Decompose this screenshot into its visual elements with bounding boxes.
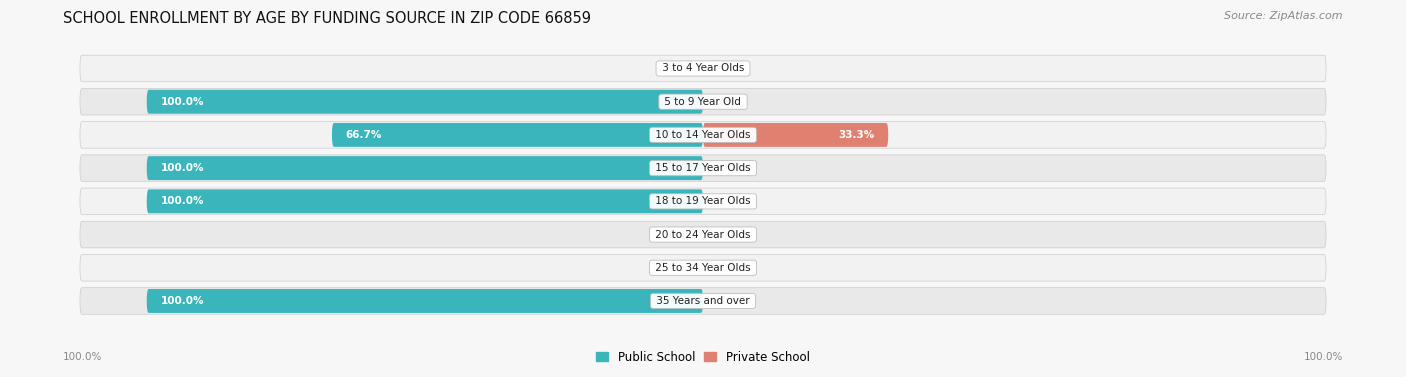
Text: 20 to 24 Year Olds: 20 to 24 Year Olds	[652, 230, 754, 239]
Text: 0.0%: 0.0%	[711, 263, 738, 273]
Text: 0.0%: 0.0%	[711, 63, 738, 74]
Text: 15 to 17 Year Olds: 15 to 17 Year Olds	[652, 163, 754, 173]
Text: 100.0%: 100.0%	[160, 196, 204, 206]
FancyBboxPatch shape	[80, 122, 1326, 148]
Text: 0.0%: 0.0%	[668, 63, 695, 74]
FancyBboxPatch shape	[332, 123, 703, 147]
Text: 35 Years and over: 35 Years and over	[652, 296, 754, 306]
FancyBboxPatch shape	[80, 89, 1326, 115]
Text: 18 to 19 Year Olds: 18 to 19 Year Olds	[652, 196, 754, 206]
Text: 0.0%: 0.0%	[668, 263, 695, 273]
Legend: Public School, Private School: Public School, Private School	[592, 346, 814, 369]
Text: 0.0%: 0.0%	[711, 296, 738, 306]
Text: 66.7%: 66.7%	[346, 130, 382, 140]
FancyBboxPatch shape	[80, 55, 1326, 82]
Text: 25 to 34 Year Olds: 25 to 34 Year Olds	[652, 263, 754, 273]
Text: 10 to 14 Year Olds: 10 to 14 Year Olds	[652, 130, 754, 140]
Text: Source: ZipAtlas.com: Source: ZipAtlas.com	[1225, 11, 1343, 21]
Text: 100.0%: 100.0%	[1303, 352, 1343, 362]
FancyBboxPatch shape	[80, 188, 1326, 215]
FancyBboxPatch shape	[80, 254, 1326, 281]
Text: 100.0%: 100.0%	[63, 352, 103, 362]
Text: 100.0%: 100.0%	[160, 163, 204, 173]
Text: 0.0%: 0.0%	[668, 230, 695, 239]
FancyBboxPatch shape	[146, 90, 703, 113]
Text: 100.0%: 100.0%	[160, 296, 204, 306]
Text: 5 to 9 Year Old: 5 to 9 Year Old	[661, 97, 745, 107]
FancyBboxPatch shape	[146, 189, 703, 213]
FancyBboxPatch shape	[80, 288, 1326, 314]
FancyBboxPatch shape	[146, 289, 703, 313]
FancyBboxPatch shape	[146, 156, 703, 180]
Text: 0.0%: 0.0%	[711, 97, 738, 107]
Text: 33.3%: 33.3%	[838, 130, 875, 140]
FancyBboxPatch shape	[80, 221, 1326, 248]
FancyBboxPatch shape	[80, 155, 1326, 181]
Text: 0.0%: 0.0%	[711, 230, 738, 239]
Text: 100.0%: 100.0%	[160, 97, 204, 107]
Text: 0.0%: 0.0%	[711, 196, 738, 206]
Text: 3 to 4 Year Olds: 3 to 4 Year Olds	[658, 63, 748, 74]
Text: 0.0%: 0.0%	[711, 163, 738, 173]
FancyBboxPatch shape	[703, 123, 889, 147]
Text: SCHOOL ENROLLMENT BY AGE BY FUNDING SOURCE IN ZIP CODE 66859: SCHOOL ENROLLMENT BY AGE BY FUNDING SOUR…	[63, 11, 592, 26]
